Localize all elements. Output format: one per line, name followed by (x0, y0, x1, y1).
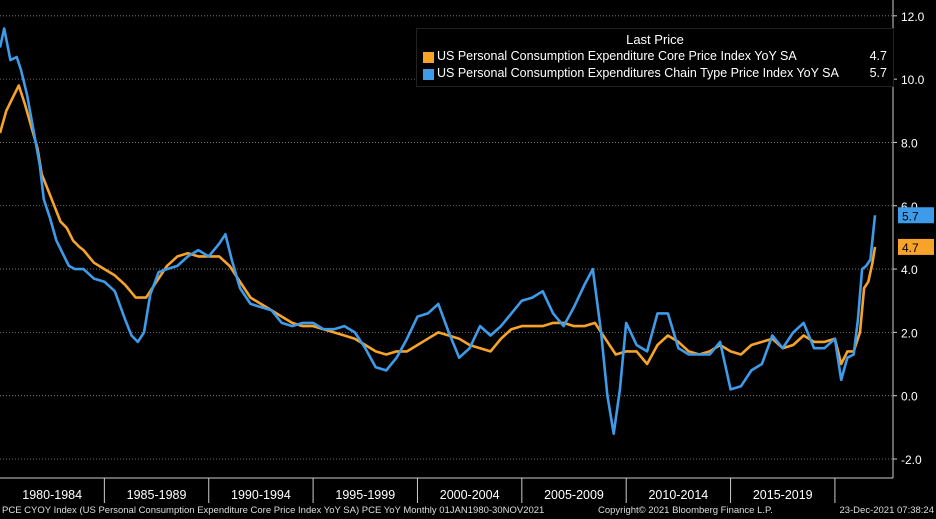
x-tick-label: 2005-2009 (544, 488, 604, 502)
last-tag-core: 4.7 (902, 241, 919, 255)
last-tag-bg-core (898, 238, 934, 255)
y-tick-label: 10.0 (901, 73, 925, 87)
last-tag-headline: 5.7 (902, 209, 919, 223)
x-tick-label: 1995-1999 (335, 488, 395, 502)
legend-name-headline: US Personal Consumption Expenditures Cha… (437, 66, 839, 80)
legend-swatch-headline (423, 69, 434, 80)
y-tick-label: 8.0 (901, 136, 918, 150)
x-tick-label: 1990-1994 (231, 488, 291, 502)
legend-name-core: US Personal Consumption Expenditure Core… (437, 49, 797, 63)
last-value-tags: 4.7 5.7 (898, 207, 934, 255)
legend-value-headline: 5.7 (869, 66, 887, 80)
footer-copyright: Copyright© 2021 Bloomberg Finance L.P. (598, 505, 773, 516)
legend-swatch-core (423, 52, 434, 63)
y-tick-label: 12.0 (901, 10, 925, 24)
legend-value-core: 4.7 (869, 49, 887, 63)
x-tick-label: 2000-2004 (440, 488, 500, 502)
legend-entry-headline: US Personal Consumption Expenditures Cha… (423, 66, 887, 82)
y-tick-label: -2.0 (901, 453, 922, 467)
legend: Last Price US Personal Consumption Expen… (416, 28, 894, 87)
legend-entry-core: US Personal Consumption Expenditure Core… (423, 49, 887, 65)
y-tick-label: 0.0 (901, 390, 918, 404)
series-line-core (0, 84, 877, 366)
y-tick-label: 4.0 (901, 263, 918, 277)
x-tick-label: 2010-2014 (648, 488, 708, 502)
x-axis: 1980-1984 1985-1989 1990-1994 1995-1999 2000… (0, 477, 893, 503)
series-line-headline (0, 27, 877, 435)
legend-title: Last Price (626, 32, 684, 47)
y-tick-label: 2.0 (901, 326, 918, 340)
footer-description: PCE CYOY Index (US Personal Consumption … (2, 505, 545, 516)
footer-timestamp: 23-Dec-2021 07:38:24 (839, 505, 934, 516)
last-tag-bg-headline (898, 207, 934, 224)
x-tick-label: 1980-1984 (22, 488, 82, 502)
series-layer (0, 27, 877, 435)
x-tick-label: 2015-2019 (753, 488, 813, 502)
x-tick-label: 1985-1989 (127, 488, 187, 502)
